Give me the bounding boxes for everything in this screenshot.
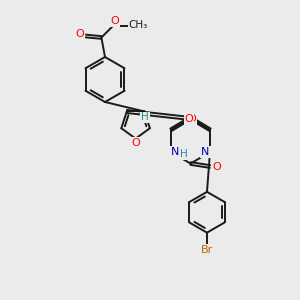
Text: Br: Br bbox=[201, 245, 213, 255]
Text: O: O bbox=[75, 29, 84, 40]
Text: N: N bbox=[201, 147, 210, 157]
Text: O: O bbox=[184, 114, 194, 124]
Text: H: H bbox=[180, 149, 188, 159]
Text: O: O bbox=[131, 138, 140, 148]
Text: O: O bbox=[110, 16, 119, 26]
Text: O: O bbox=[188, 114, 196, 124]
Text: N: N bbox=[171, 147, 180, 157]
Text: CH₃: CH₃ bbox=[129, 20, 148, 30]
Text: O: O bbox=[212, 161, 221, 172]
Text: H: H bbox=[141, 112, 149, 122]
